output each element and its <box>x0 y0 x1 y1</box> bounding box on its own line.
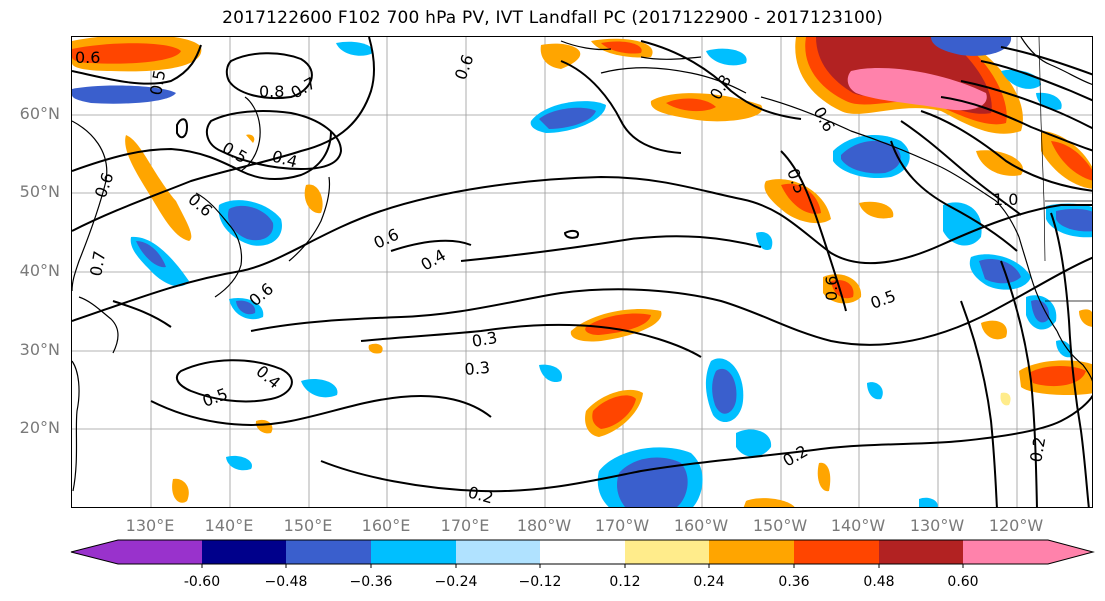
colorbar-segment <box>456 540 540 564</box>
contour-label: 1.0 <box>993 190 1018 209</box>
longitude-label: 150°W <box>752 516 808 535</box>
contour-label: 0.6 <box>451 52 478 82</box>
colorbar-segment <box>625 540 709 564</box>
latitude-label: 30°N <box>19 340 60 359</box>
colorbar-tick-label: 0.12 <box>609 574 641 590</box>
contour-label: 0.6 <box>184 190 216 221</box>
contour-label: 0.2 <box>466 483 496 508</box>
figure-title: 2017122600 F102 700 hPa PV, IVT Landfall… <box>222 8 883 28</box>
latitude-label: 40°N <box>19 261 60 280</box>
longitude-label: 120°W <box>988 516 1044 535</box>
colorbar-tick-marks <box>201 564 964 568</box>
longitude-label: 170°E <box>440 516 490 535</box>
shading-negative <box>72 37 1092 507</box>
colorbar-tick-label: 0.48 <box>863 574 895 590</box>
longitude-label: 160°W <box>673 516 729 535</box>
colorbar-segment <box>794 540 879 564</box>
contour-label: 0.6 <box>75 48 100 67</box>
colorbar-segment <box>118 540 202 564</box>
colorbar-segment <box>286 540 371 564</box>
colorbar-segment <box>963 540 1048 564</box>
colorbar-tick-label: -0.60 <box>183 574 221 590</box>
contour-label: 0.3 <box>464 358 491 379</box>
colorbar-tick-label: 0.36 <box>778 574 810 590</box>
contour-label: 0.5 <box>868 286 898 313</box>
colorbar-tick-label: −0.48 <box>264 574 308 590</box>
pv-contours <box>72 37 1092 507</box>
colorbar-outline <box>70 539 1095 565</box>
colorbar-extension-low <box>71 540 118 564</box>
latitude-label: 60°N <box>19 104 60 123</box>
contour-label: 0.6 <box>810 104 839 136</box>
colorbar-tick-label: −0.12 <box>518 574 562 590</box>
map-panel[interactable]: 0.6 0.5 0.8 0.7 0.5 0.4 0.6 0.6 0.6 0.4 … <box>71 36 1093 508</box>
contour-label: 0.6 <box>91 170 118 200</box>
coastlines <box>72 37 1092 492</box>
longitude-label: 160°E <box>361 516 411 535</box>
contour-label: 0.5 <box>200 384 230 411</box>
colorbar-tick-label: 0.24 <box>693 574 725 590</box>
longitude-label: 170°W <box>594 516 650 535</box>
colorbar-segment <box>371 540 456 564</box>
longitude-label: 130°E <box>125 516 175 535</box>
longitude-label: 140°E <box>204 516 254 535</box>
contour-label: 0.6 <box>822 276 841 301</box>
colorbar-tick-label: −0.36 <box>349 574 393 590</box>
latitude-label: 20°N <box>19 418 60 437</box>
latitude-label: 50°N <box>19 182 60 201</box>
contour-label: 0.5 <box>146 68 169 96</box>
map-plot: 0.6 0.5 0.8 0.7 0.5 0.4 0.6 0.6 0.6 0.4 … <box>72 37 1092 508</box>
contour-label: 0.2 <box>780 441 812 470</box>
contour-label: 0.4 <box>252 362 284 393</box>
contour-label: 0.8 <box>259 82 284 101</box>
colorbar-extension-high <box>1048 540 1093 564</box>
contour-label: 0.2 <box>1026 435 1049 463</box>
contour-label: 0.7 <box>86 249 109 277</box>
colorbar-segment <box>202 540 286 564</box>
longitude-label: 180°W <box>516 516 572 535</box>
contour-label: 0.4 <box>418 245 450 274</box>
colorbar-tick-label: −0.24 <box>434 574 478 590</box>
colorbar-segment <box>879 540 963 564</box>
colorbar-segment <box>709 540 794 564</box>
contour-label: 0.3 <box>470 328 498 351</box>
longitude-label: 130°W <box>909 516 965 535</box>
colorbar-tick-label: 0.60 <box>947 574 979 590</box>
longitude-label: 140°W <box>830 516 886 535</box>
contour-label: 0.7 <box>288 73 320 102</box>
colorbar-segment <box>540 540 625 564</box>
longitude-label: 150°E <box>283 516 333 535</box>
